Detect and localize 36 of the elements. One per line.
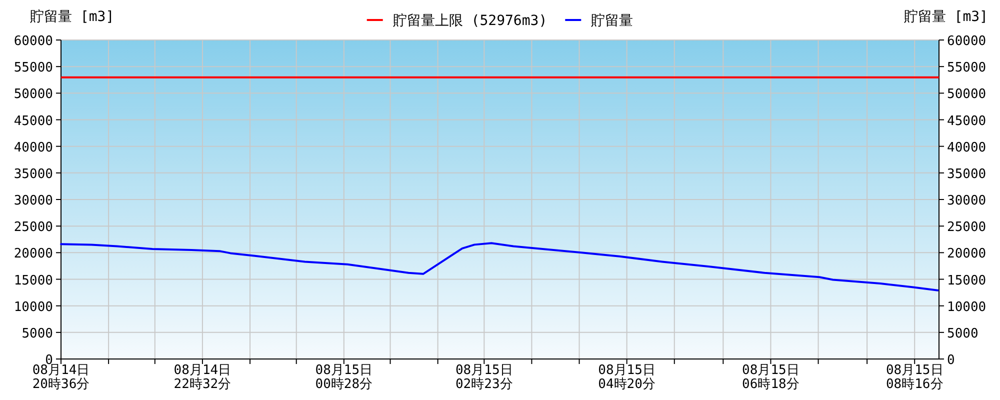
y-tick-label: 20000 bbox=[14, 246, 53, 262]
y2-tick-label: 20000 bbox=[947, 246, 986, 262]
y-tick-label: 55000 bbox=[14, 60, 53, 76]
y-tick-label: 35000 bbox=[14, 166, 53, 182]
x-tick-label: 08月14日 20時36分 bbox=[32, 363, 90, 392]
y-tick-label: 15000 bbox=[14, 273, 53, 288]
y2-tick-label: 25000 bbox=[947, 220, 986, 236]
y2-tick-label: 45000 bbox=[947, 114, 986, 129]
y2-tick-label: 40000 bbox=[947, 140, 986, 156]
y-tick-label: 25000 bbox=[14, 220, 53, 236]
y2-tick-label: 0 bbox=[947, 353, 955, 368]
x-tick-label: 08月15日 04時20分 bbox=[598, 363, 656, 392]
legend-label: 貯留量上限 (52976m3) bbox=[392, 13, 548, 29]
y2-tick-label: 10000 bbox=[947, 300, 986, 315]
y-tick-label: 60000 bbox=[14, 34, 53, 49]
x-tick-label: 08月15日 00時28分 bbox=[315, 363, 373, 392]
y2-tick-label: 5000 bbox=[947, 326, 978, 342]
x-tick-label: 08月15日 06時18分 bbox=[742, 363, 800, 392]
y2-axis-title: 貯留量 [m3] bbox=[904, 9, 988, 25]
y-axis-title: 貯留量 [m3] bbox=[30, 9, 114, 25]
y-tick-label: 10000 bbox=[14, 300, 53, 315]
y2-tick-label: 35000 bbox=[947, 166, 986, 182]
legend-label: 貯留量 bbox=[591, 13, 634, 29]
x-tick-label: 08月14日 22時32分 bbox=[174, 363, 232, 392]
x-tick-label: 08月15日 08時16分 bbox=[886, 363, 944, 392]
y-tick-label: 40000 bbox=[14, 140, 53, 156]
x-tick-label: 08月15日 02時23分 bbox=[455, 363, 513, 392]
y2-tick-label: 55000 bbox=[947, 60, 986, 76]
y2-tick-label: 50000 bbox=[947, 87, 986, 102]
y2-tick-label: 30000 bbox=[947, 194, 986, 208]
y-tick-label: 5000 bbox=[22, 326, 53, 342]
y-tick-label: 50000 bbox=[14, 87, 53, 102]
y-tick-label: 45000 bbox=[14, 114, 53, 129]
y2-tick-label: 60000 bbox=[947, 34, 986, 49]
y2-tick-label: 15000 bbox=[947, 273, 986, 288]
y-tick-label: 30000 bbox=[14, 194, 53, 208]
